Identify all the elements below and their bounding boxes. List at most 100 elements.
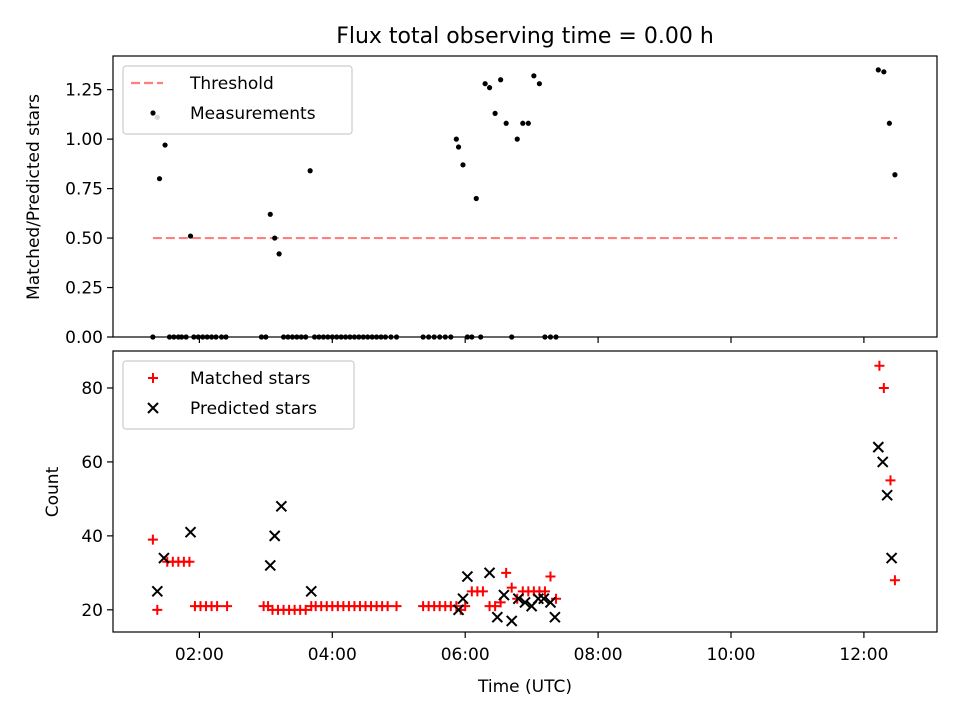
measurement-point [267, 211, 273, 217]
bottom-plot-marks [147, 360, 900, 627]
x-tick-label: 12:00 [839, 645, 888, 665]
x-tick-label: 06:00 [441, 645, 490, 665]
figure-title: Flux total observing time = 0.00 h [336, 24, 714, 49]
measurement-point [455, 144, 462, 150]
matched-star-point [300, 604, 311, 615]
legend-box [122, 360, 355, 430]
legend-measurement-marker [150, 110, 156, 116]
measurement-point [886, 120, 892, 126]
measurement-point [514, 136, 520, 142]
predicted-star-point [506, 615, 518, 627]
y-tick-label: 1.00 [65, 130, 103, 150]
matched-star-point [539, 586, 550, 597]
measurement-point [881, 69, 887, 75]
measurement-point [187, 233, 194, 239]
predicted-star-point [457, 593, 469, 605]
predicted-star-point [549, 611, 561, 623]
measurement-point [276, 251, 282, 257]
y-tick-label: 60 [81, 453, 103, 473]
predicted-star-point [268, 530, 281, 542]
measurement-point [272, 235, 278, 241]
y-tick-label: 0.50 [65, 229, 103, 249]
predicted-star-point [519, 596, 531, 609]
top-plot-marks [150, 67, 898, 340]
top-y-axis: 0.00 0.25 0.50 0.75 1.00 1.25 [65, 81, 113, 348]
x-tick-label: 10:00 [707, 645, 756, 665]
x-tick-label: 08:00 [574, 645, 623, 665]
measurement-point [162, 142, 168, 148]
bottom-legend: Matched stars Predicted stars [122, 360, 355, 430]
bottom-y-axis: 20 40 60 80 [81, 379, 113, 621]
top-axes-frame [112, 55, 938, 338]
predicted-star-point [158, 552, 170, 564]
bottom-x-axis: 02:00 04:00 06:00 08:00 10:00 12:00 [175, 632, 888, 665]
matched-star-point [184, 556, 195, 567]
matched-star-point [391, 601, 402, 612]
measurement-point [875, 67, 881, 73]
measurement-point [520, 120, 526, 126]
predicted-star-point [885, 552, 898, 564]
matched-star-point [382, 601, 393, 612]
x-tick-label: 02:00 [175, 645, 224, 665]
matched-star-point [506, 582, 517, 593]
predicted-star-point [461, 570, 474, 583]
legend-label: Measurements [190, 104, 316, 124]
predicted-star-point [877, 456, 889, 468]
measurement-point [892, 172, 898, 178]
measurement-point [453, 136, 459, 142]
matched-star-point [551, 593, 562, 604]
x-tick-label: 04:00 [308, 645, 357, 665]
measurement-point [492, 110, 498, 116]
predicted-star-point [498, 589, 510, 601]
measurement-point [531, 73, 537, 79]
matched-star-point [222, 601, 233, 612]
y-tick-label: 80 [81, 379, 103, 399]
legend-label: Threshold [189, 74, 274, 94]
bottom-y-axis-label: Count [43, 466, 63, 517]
predicted-star-point [305, 585, 317, 598]
y-tick-label: 40 [81, 527, 103, 547]
predicted-star-point [538, 593, 550, 605]
measurement-point [460, 162, 466, 168]
predicted-star-point [151, 585, 164, 598]
y-tick-label: 0.75 [65, 180, 103, 200]
legend-label: Matched stars [190, 369, 310, 389]
legend-predicted-marker [147, 402, 159, 414]
measurement-point [486, 85, 493, 91]
y-tick-label: 1.25 [65, 81, 103, 101]
y-tick-label: 0.25 [65, 279, 103, 299]
bottom-x-axis-label: Time (UTC) [477, 677, 572, 697]
matched-star-point [501, 567, 512, 578]
measurement-point [525, 120, 531, 126]
matched-star-point [147, 534, 158, 545]
y-tick-label: 20 [81, 601, 103, 621]
measurement-point [473, 195, 479, 202]
measurement-point [307, 168, 313, 174]
top-x-axis-ticks [198, 337, 865, 343]
measurement-point [498, 77, 504, 83]
matched-star-point [878, 382, 889, 393]
top-legend: Threshold Measurements [122, 65, 353, 135]
predicted-star-point [184, 526, 197, 538]
matched-star-point [152, 604, 163, 615]
measurement-point [536, 81, 542, 87]
measurement-point [482, 81, 488, 87]
y-tick-label: 0.00 [65, 328, 103, 348]
matched-star-point [477, 586, 488, 597]
matched-star-point [874, 360, 885, 371]
predicted-star-point [491, 611, 504, 623]
top-panel: 0.00 0.25 0.50 0.75 1.00 1.25 Matched/Predict… [24, 55, 938, 348]
matched-star-point [885, 475, 896, 486]
matched-star-point [889, 575, 900, 586]
predicted-star-point [275, 500, 288, 512]
predicted-star-point [881, 489, 893, 501]
predicted-star-point [544, 596, 557, 609]
matched-star-point [545, 571, 556, 582]
top-y-axis-label: Matched/Predicted stars [24, 94, 44, 300]
measurement-point [156, 176, 163, 182]
measurement-point [503, 120, 509, 126]
matched-star-point [490, 601, 501, 612]
legend-matched-marker [148, 373, 158, 383]
